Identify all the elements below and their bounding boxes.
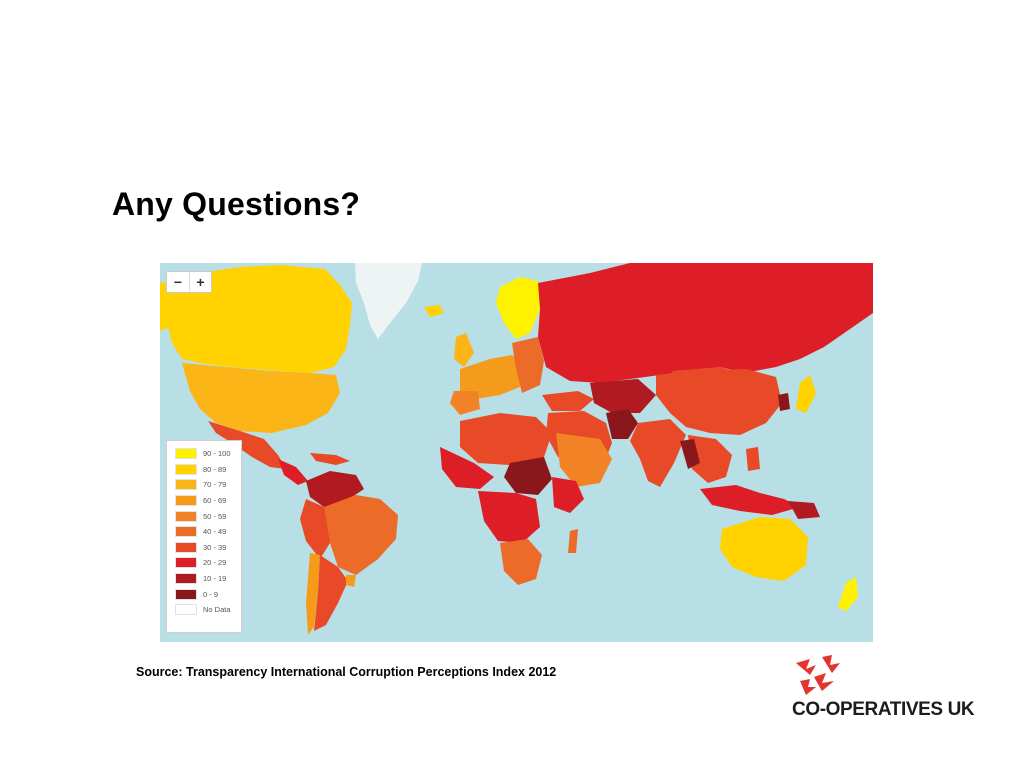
north-africa <box>460 413 552 465</box>
mongolia <box>672 367 740 383</box>
myanmar <box>680 439 700 469</box>
legend-item: 80 - 89 <box>175 462 241 478</box>
indonesia <box>700 485 800 515</box>
new-zealand <box>838 577 858 611</box>
legend-swatch <box>175 495 197 507</box>
legend-item: No Data <box>175 602 241 618</box>
legend-label: 90 - 100 <box>203 449 231 459</box>
russia <box>538 263 873 383</box>
legend-label: 30 - 39 <box>203 542 227 552</box>
legend-swatch <box>175 541 197 553</box>
arabia <box>556 433 612 487</box>
legend-item: 70 - 79 <box>175 477 241 493</box>
legend-item: 60 - 69 <box>175 493 241 509</box>
legend-label: No Data <box>203 605 231 615</box>
source-caption: Source: Transparency International Corru… <box>136 665 557 679</box>
philippines <box>746 447 760 471</box>
chile <box>306 553 320 635</box>
argentina <box>314 555 348 631</box>
japan <box>796 375 816 413</box>
slide-title: Any Questions? <box>112 186 361 222</box>
central-asia <box>590 379 656 413</box>
scandinavia <box>496 277 540 339</box>
legend-item: 40 - 49 <box>175 524 241 540</box>
co-operatives-uk-logo: CO-OPERATIVES UK <box>792 655 975 721</box>
zoom-out-button[interactable]: − <box>167 272 189 292</box>
turkey <box>542 391 594 411</box>
legend-label: 60 - 69 <box>203 496 227 506</box>
korea <box>778 393 790 411</box>
legend-swatch <box>175 510 197 522</box>
legend-item: 10 - 19 <box>175 571 241 587</box>
legend-swatch <box>175 557 197 569</box>
legend-swatch <box>175 463 197 475</box>
australia <box>720 517 808 581</box>
legend-label: 70 - 79 <box>203 480 227 490</box>
legend-label: 20 - 29 <box>203 558 227 568</box>
birds-icon <box>796 655 840 695</box>
world-map[interactable]: − + 90 - 100 80 - 89 70 - 79 60 - 69 50 - 59… <box>160 263 873 642</box>
logo-wordmark: CO-OPERATIVES UK <box>792 699 975 720</box>
central-africa <box>478 491 540 543</box>
madagascar <box>568 529 578 553</box>
uk-ireland <box>454 333 474 367</box>
mexico <box>208 421 286 469</box>
legend-label: 80 - 89 <box>203 464 227 474</box>
afghanistan <box>606 409 638 439</box>
legend-item: 0 - 9 <box>175 586 241 602</box>
papua <box>788 501 820 519</box>
india <box>630 419 686 487</box>
legend-label: 0 - 9 <box>203 589 219 599</box>
brazil <box>324 495 398 575</box>
usa <box>182 363 340 433</box>
legend-swatch <box>175 448 197 460</box>
legend-label: 10 - 19 <box>203 574 227 584</box>
horn-of-africa <box>552 477 584 513</box>
legend-swatch <box>175 526 197 538</box>
legend-item: 90 - 100 <box>175 446 241 462</box>
eastern-europe <box>512 337 544 393</box>
iceland <box>424 305 444 317</box>
western-europe <box>460 355 526 399</box>
greenland <box>355 263 422 339</box>
china <box>656 369 782 435</box>
uruguay <box>346 575 356 587</box>
southeast-asia <box>688 435 732 483</box>
west-africa <box>440 447 494 489</box>
legend-swatch <box>175 573 197 585</box>
legend-item: 20 - 29 <box>175 555 241 571</box>
world-map-canvas[interactable] <box>160 263 873 642</box>
legend-item: 30 - 39 <box>175 540 241 556</box>
legend-swatch <box>175 479 197 491</box>
zoom-in-button[interactable]: + <box>189 272 211 292</box>
iberia <box>450 391 480 415</box>
legend-label: 50 - 59 <box>203 511 227 521</box>
peru-bolivia <box>300 499 330 559</box>
legend-label: 40 - 49 <box>203 527 227 537</box>
legend-item: 50 - 59 <box>175 508 241 524</box>
zoom-controls: − + <box>166 271 212 293</box>
sudan <box>504 457 552 495</box>
caribbean <box>310 453 350 465</box>
southern-africa <box>500 539 542 585</box>
central-america <box>278 459 308 485</box>
legend-swatch <box>175 588 197 600</box>
alaska <box>160 281 178 331</box>
map-legend: 90 - 100 80 - 89 70 - 79 60 - 69 50 - 59 40 -… <box>166 440 242 633</box>
canada <box>166 265 352 373</box>
legend-swatch <box>175 604 197 616</box>
